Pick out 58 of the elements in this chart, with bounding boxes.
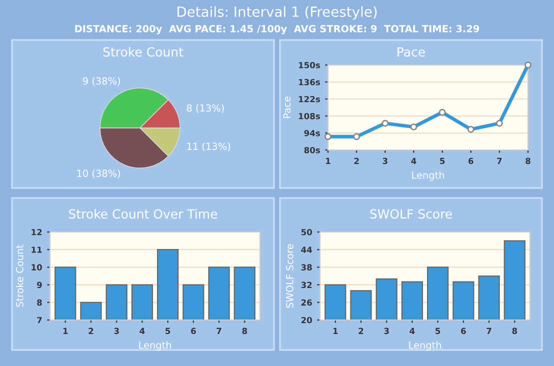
x-tick-label: 7 bbox=[486, 328, 492, 334]
x-tick-label: 6 bbox=[468, 158, 474, 164]
chart-title: Stroke Count bbox=[103, 46, 184, 57]
y-tick-label: 108s bbox=[298, 112, 320, 120]
x-tick-label: 1 bbox=[333, 328, 338, 334]
y-tick-label: 44 bbox=[301, 246, 312, 253]
x-tick-label: 6 bbox=[191, 328, 196, 334]
x-tick-label: 2 bbox=[354, 158, 359, 164]
x-tick-label: 7 bbox=[497, 158, 502, 164]
y-tick-label: 150s bbox=[298, 62, 320, 68]
y-tick-label: 11 bbox=[32, 246, 42, 253]
x-axis-title: Length bbox=[409, 341, 441, 351]
chart-title: Stroke Count Over Time bbox=[69, 208, 218, 219]
y-tick-label: 38 bbox=[301, 264, 312, 270]
x-tick-label: 5 bbox=[166, 328, 170, 334]
x-axis-title: Length bbox=[412, 171, 444, 181]
text: Details: Interval 1 (Freestyle) bbox=[178, 6, 377, 20]
y-tick-label: 20 bbox=[301, 316, 312, 324]
data-label: 10 (38%) bbox=[77, 170, 120, 178]
x-tick-label: 8 bbox=[242, 328, 248, 334]
y-tick-label: 50 bbox=[301, 228, 312, 236]
x-tick-label: 4 bbox=[140, 328, 145, 334]
x-tick-label: 2 bbox=[88, 328, 94, 334]
y-tick-label: 32 bbox=[301, 282, 312, 288]
data-label: 8 (13%) bbox=[186, 104, 224, 113]
x-tick-label: 1 bbox=[326, 158, 330, 164]
x-tick-label: 8 bbox=[512, 328, 518, 334]
x-tick-label: 5 bbox=[436, 328, 440, 334]
data-label: 11 (13%) bbox=[187, 142, 230, 152]
data-label: 9 (38%) bbox=[83, 77, 120, 86]
y-tick-label: 26 bbox=[301, 299, 312, 306]
text: DISTANCE: 200y AVG PACE: 1.45 /100y AVG STROKE: 9 TOTAL TIME: 3.29 bbox=[75, 24, 480, 34]
y-axis-title: SWOLF Score bbox=[286, 244, 294, 308]
y-tick-label: 12 bbox=[32, 228, 42, 236]
y-tick-label: 8 bbox=[37, 299, 42, 306]
y-axis-title: Pace bbox=[283, 96, 291, 118]
x-tick-label: 4 bbox=[410, 328, 415, 334]
x-tick-label: 5 bbox=[440, 158, 445, 164]
x-tick-label: 1 bbox=[63, 328, 68, 334]
x-tick-label: 3 bbox=[384, 328, 389, 334]
chart-title: SWOLF Score bbox=[370, 209, 452, 219]
chart-title: Pace bbox=[398, 47, 425, 57]
y-tick-label: 80s bbox=[304, 146, 320, 154]
y-tick-label: 9 bbox=[36, 282, 42, 288]
y-axis-title: Stroke Count bbox=[16, 244, 24, 307]
x-tick-label: 3 bbox=[114, 328, 119, 334]
y-tick-label: 122s bbox=[298, 96, 320, 102]
y-tick-label: 94s bbox=[304, 130, 320, 136]
x-tick-label: 3 bbox=[382, 158, 388, 164]
x-tick-label: 8 bbox=[526, 158, 530, 164]
x-tick-label: 2 bbox=[358, 328, 364, 334]
x-tick-label: 6 bbox=[461, 328, 466, 334]
x-tick-label: 7 bbox=[216, 328, 222, 334]
x-tick-label: 4 bbox=[411, 158, 416, 164]
x-axis-title: Length bbox=[139, 341, 171, 351]
y-tick-label: 7 bbox=[37, 317, 42, 324]
y-tick-label: 136s bbox=[298, 78, 320, 86]
y-tick-label: 10 bbox=[32, 264, 42, 270]
